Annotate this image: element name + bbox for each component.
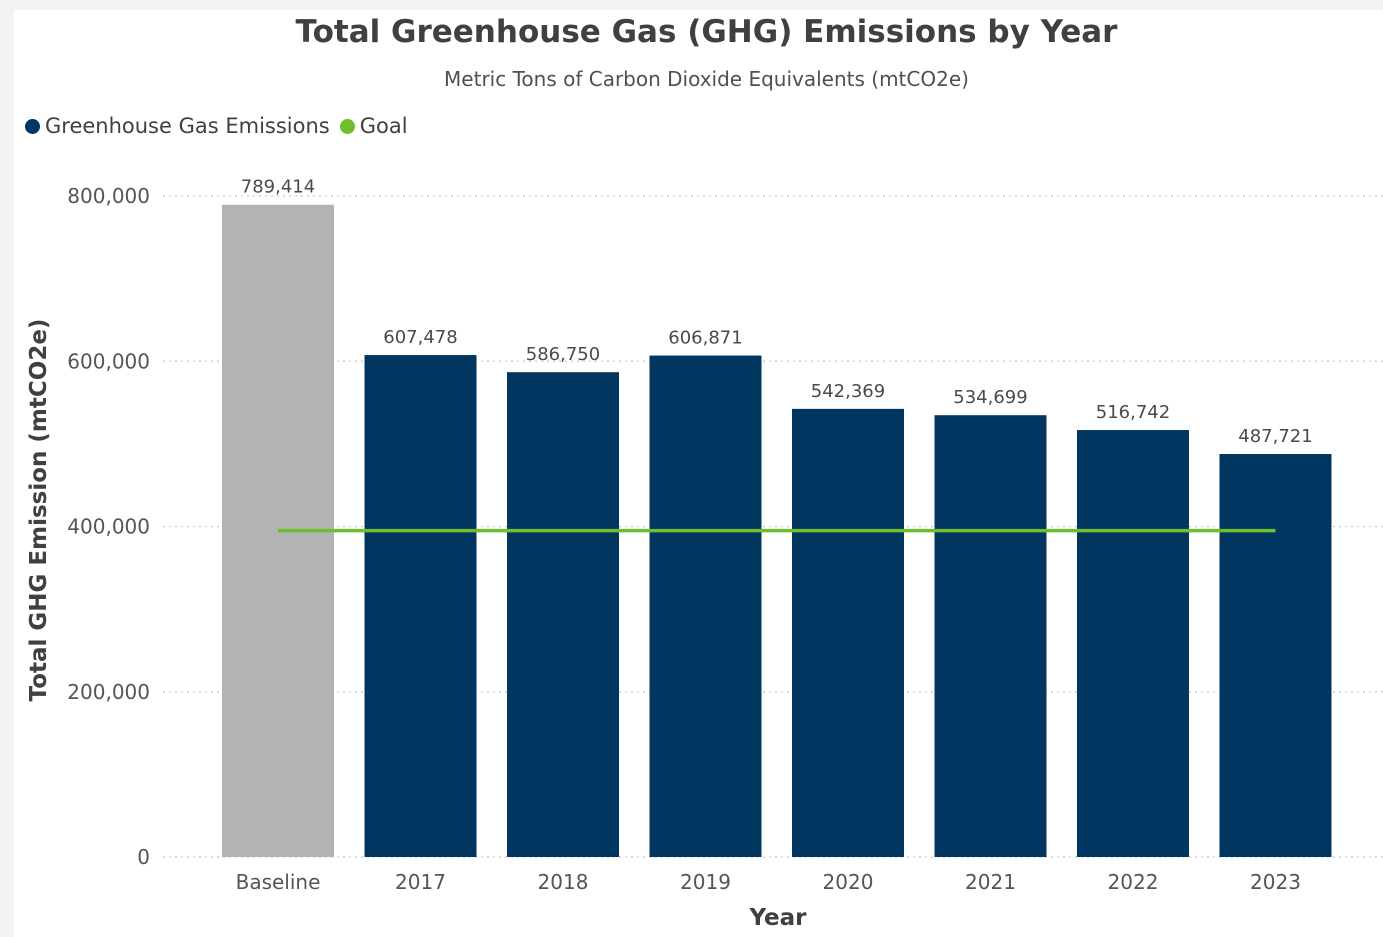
- x-tick-label: 2020: [823, 870, 874, 894]
- data-label: 516,742: [1096, 402, 1170, 423]
- bar: [1219, 454, 1332, 857]
- data-label: 606,871: [668, 328, 742, 349]
- data-label: 586,750: [526, 344, 600, 365]
- data-label: 542,369: [811, 381, 885, 402]
- bar: [507, 372, 619, 857]
- legend-label-goal: Goal: [359, 114, 408, 138]
- legend-marker-goal: [339, 118, 355, 134]
- x-tick-label: Baseline: [236, 870, 321, 894]
- y-tick-label: 0: [137, 845, 150, 869]
- x-axis-title: Year: [748, 905, 807, 931]
- chart-subtitle: Metric Tons of Carbon Dioxide Equivalent…: [444, 67, 969, 91]
- y-tick-label: 600,000: [67, 349, 150, 373]
- x-tick-label: 2022: [1108, 870, 1159, 894]
- data-label: 607,478: [383, 327, 457, 348]
- y-tick-label: 400,000: [67, 515, 150, 539]
- data-label: 487,721: [1238, 426, 1312, 447]
- x-tick-label: 2023: [1250, 870, 1301, 894]
- x-tick-label: 2017: [395, 870, 446, 894]
- bar: [792, 408, 904, 857]
- x-tick-label: 2018: [538, 870, 589, 894]
- legend: Greenhouse Gas Emissions Goal: [25, 114, 418, 138]
- y-tick-label: 200,000: [67, 680, 150, 704]
- chart-title: Total Greenhouse Gas (GHG) Emissions by …: [295, 14, 1118, 50]
- legend-label-emissions: Greenhouse Gas Emissions: [45, 114, 330, 138]
- y-axis-title: Total GHG Emission (mtCO2e): [26, 319, 52, 702]
- legend-marker-emissions: [25, 118, 40, 134]
- legend-item-emissions[interactable]: Greenhouse Gas Emissions: [25, 114, 330, 138]
- bar: [1077, 430, 1189, 857]
- data-label: 789,414: [241, 177, 315, 198]
- x-tick-label: 2019: [680, 870, 731, 894]
- legend-item-goal[interactable]: Goal: [339, 114, 408, 138]
- bar: [649, 355, 762, 857]
- data-label: 534,699: [953, 387, 1027, 408]
- bar: [934, 415, 1047, 857]
- y-tick-label: 800,000: [67, 184, 150, 208]
- x-tick-label: 2021: [965, 870, 1016, 894]
- bar: [364, 355, 477, 857]
